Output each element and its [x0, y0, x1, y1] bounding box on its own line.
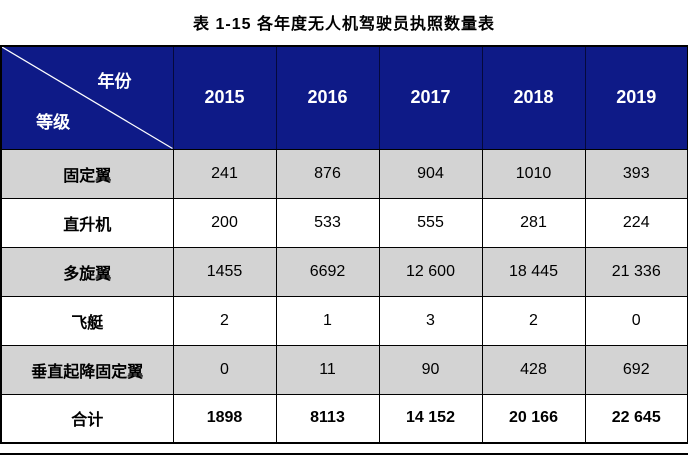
- table-cell: 692: [584, 344, 688, 395]
- table-cell: 533: [275, 197, 380, 248]
- table-cell: 14 152: [378, 393, 483, 444]
- table-cell: 0: [584, 295, 688, 346]
- table-cell: 90: [378, 344, 483, 395]
- table-cell: 3: [378, 295, 483, 346]
- table-cell: 18 445: [481, 246, 586, 297]
- row-label: 多旋翼: [0, 246, 174, 297]
- table-cell: 8113: [275, 393, 380, 444]
- table-cell: 1: [275, 295, 380, 346]
- year-header-2015: 2015: [172, 45, 277, 150]
- table-row-helicopter: 直升机 200 533 555 281 224: [0, 197, 688, 248]
- row-label: 飞艇: [0, 295, 174, 346]
- table-row-airship: 飞艇 2 1 3 2 0: [0, 295, 688, 346]
- table-row-vtol-fixed-wing: 垂直起降固定翼 0 11 90 428 692: [0, 344, 688, 395]
- bottom-rule-divider: [0, 453, 688, 455]
- table-cell: 21 336: [584, 246, 688, 297]
- table-cell: 1898: [172, 393, 277, 444]
- row-label: 直升机: [0, 197, 174, 248]
- year-header-2017: 2017: [378, 45, 483, 150]
- table-cell: 555: [378, 197, 483, 248]
- table-cell: 11: [275, 344, 380, 395]
- table-body: 固定翼 241 876 904 1010 393 直升机 200 533 555…: [0, 148, 688, 444]
- table-cell: 393: [584, 148, 688, 199]
- table-cell: 281: [481, 197, 586, 248]
- table-row-fixed-wing: 固定翼 241 876 904 1010 393: [0, 148, 688, 199]
- license-count-table: 年份 等级 2015 2016 2017 2018 2019 固定翼 241 8…: [0, 45, 688, 444]
- year-header-2016: 2016: [275, 45, 380, 150]
- diagonal-divider-line: [2, 47, 173, 149]
- year-header-2018: 2018: [481, 45, 586, 150]
- table-cell: 1010: [481, 148, 586, 199]
- row-label: 合计: [0, 393, 174, 444]
- table-cell: 224: [584, 197, 688, 248]
- table-cell: 12 600: [378, 246, 483, 297]
- row-label: 垂直起降固定翼: [0, 344, 174, 395]
- year-header-2019: 2019: [584, 45, 688, 150]
- table-row-total: 合计 1898 8113 14 152 20 166 22 645: [0, 393, 688, 444]
- table-cell: 20 166: [481, 393, 586, 444]
- table-cell: 1455: [172, 246, 277, 297]
- table-cell: 22 645: [584, 393, 688, 444]
- header-row: 年份 等级 2015 2016 2017 2018 2019: [0, 45, 688, 150]
- table-header: 年份 等级 2015 2016 2017 2018 2019: [0, 45, 688, 150]
- page-title: 表 1-15 各年度无人机驾驶员执照数量表: [193, 16, 495, 33]
- table-cell: 6692: [275, 246, 380, 297]
- table-cell: 2: [172, 295, 277, 346]
- corner-header-cell: 年份 等级: [0, 45, 174, 150]
- table-row-multirotor: 多旋翼 1455 6692 12 600 18 445 21 336: [0, 246, 688, 297]
- table-cell: 241: [172, 148, 277, 199]
- table-cell: 904: [378, 148, 483, 199]
- table-cell: 200: [172, 197, 277, 248]
- table-cell: 2: [481, 295, 586, 346]
- corner-label-year: 年份: [97, 72, 132, 91]
- table-cell: 876: [275, 148, 380, 199]
- corner-label-grade: 等级: [36, 112, 71, 132]
- table-cell: 0: [172, 344, 277, 395]
- table-cell: 428: [481, 344, 586, 395]
- row-label: 固定翼: [0, 148, 174, 199]
